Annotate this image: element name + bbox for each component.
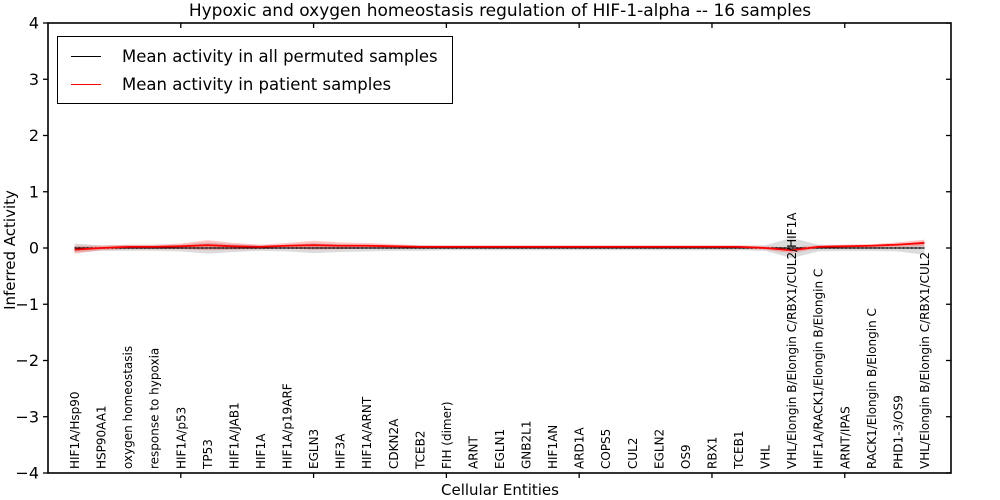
x-category-label: HIF3A	[334, 433, 348, 469]
x-category-label: EGLN2	[652, 429, 666, 469]
x-category-label: FIH (dimer)	[440, 401, 454, 469]
x-category-label: HIF1A/Hsp90	[68, 391, 82, 469]
y-tick-label: 3	[29, 70, 39, 89]
x-category-label: VHL/Elongin B/Elongin C/RBX1/CUL2/HIF1A	[785, 212, 799, 469]
x-category-label: EGLN1	[493, 429, 507, 469]
x-category-label: VHL	[759, 445, 773, 469]
x-category-label: ARNT/IPAS	[838, 406, 852, 469]
x-category-label: VHL/Elongin B/Elongin C/RBX1/CUL2	[918, 252, 932, 469]
y-tick-label: 1	[29, 182, 39, 201]
x-category-label: HIF1A	[254, 433, 268, 469]
y-tick-label: −4	[15, 464, 39, 483]
legend-entry-patient: Mean activity in patient samples	[71, 70, 438, 98]
x-category-label: TCEB1	[732, 431, 746, 470]
x-category-label: response to hypoxia	[148, 348, 162, 469]
legend-label-permuted: Mean activity in all permuted samples	[122, 46, 438, 66]
x-category-label: CDKN2A	[387, 418, 401, 469]
x-category-label: TCEB2	[413, 431, 427, 470]
x-category-label: HIF1A/ARNT	[360, 396, 374, 469]
x-category-label: HSP90AA1	[95, 405, 109, 469]
x-category-label: HIF1AN	[546, 425, 560, 469]
y-tick-label: −2	[15, 351, 39, 370]
x-category-label: HIF1A/p19ARF	[281, 383, 295, 469]
x-category-label: GNB2L1	[520, 421, 534, 469]
y-tick-label: −1	[15, 295, 39, 314]
x-category-label: HIF1A/JAB1	[227, 402, 241, 469]
x-category-label: RACK1/Elongin B/Elongin C	[865, 308, 879, 469]
x-category-label: OS9	[679, 444, 693, 469]
patient-mean-line	[74, 242, 925, 252]
chart-title: Hypoxic and oxygen homeostasis regulatio…	[188, 1, 812, 21]
y-tick-label: 2	[29, 126, 39, 145]
legend: Mean activity in all permuted samples Me…	[57, 36, 453, 104]
x-category-label: PHD1-3/OS9	[891, 395, 905, 469]
y-tick-label: −3	[15, 407, 39, 426]
x-category-label: ARD1A	[573, 427, 587, 469]
legend-entry-permuted: Mean activity in all permuted samples	[71, 42, 438, 70]
x-category-label: HIF1A/RACK1/Elongin B/Elongin C	[812, 269, 826, 469]
x-category-label: RBX1	[705, 437, 719, 469]
y-tick-label: 0	[29, 239, 39, 258]
x-category-label: HIF1A/p53	[174, 407, 188, 469]
y-tick-label: 4	[29, 14, 39, 33]
legend-line-permuted-icon	[71, 55, 101, 57]
x-axis-label: Cellular Entities	[441, 481, 559, 499]
y-axis-label: Inferred Activity	[1, 190, 19, 310]
legend-line-patient-icon	[71, 83, 101, 85]
x-category-label: ARNT	[466, 435, 480, 469]
x-category-label: TP53	[201, 439, 215, 470]
x-category-label: oxygen homeostasis	[121, 346, 135, 469]
legend-label-patient: Mean activity in patient samples	[122, 74, 392, 94]
x-category-label: EGLN3	[307, 429, 321, 469]
x-category-label: CUL2	[626, 438, 640, 469]
x-category-label: COPS5	[599, 429, 613, 469]
